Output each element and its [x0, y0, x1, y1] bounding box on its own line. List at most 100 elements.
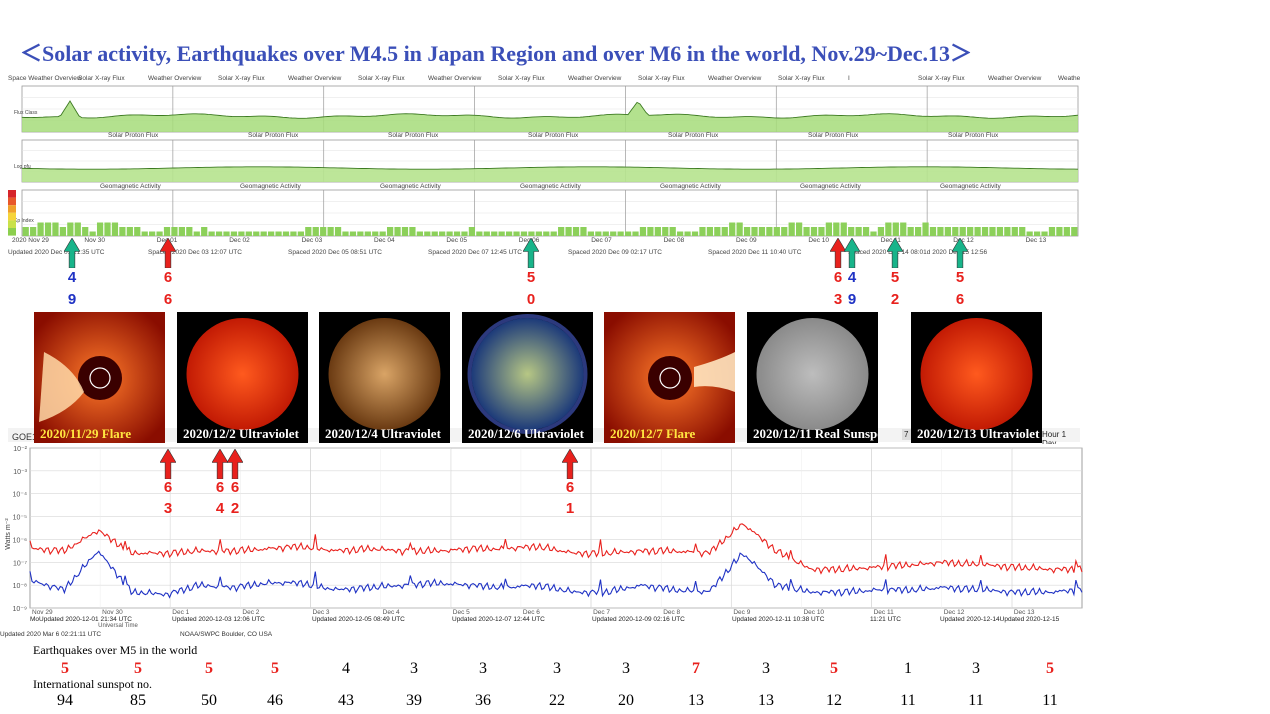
- kp-bar: [439, 231, 446, 236]
- kp-bar: [833, 222, 840, 236]
- arrow-shape: [887, 238, 903, 268]
- overview-x-tick: Dec 02: [229, 237, 250, 244]
- overview-header-label: Weather Overview: [568, 75, 622, 82]
- overview-header-label: I: [848, 75, 850, 82]
- arrow-shape: [160, 238, 176, 268]
- kp-bar: [587, 231, 595, 236]
- solar-image-art: [911, 312, 1042, 443]
- kp-bar: [818, 227, 825, 236]
- geo-panel-label: Geomagnetic Activity: [380, 183, 441, 190]
- kp-bar: [394, 227, 401, 236]
- quake-mag-top: 5: [955, 269, 965, 286]
- kp-bar: [848, 227, 855, 236]
- kp-bar: [528, 231, 535, 236]
- kp-bar: [944, 227, 951, 236]
- overview-header-label: Weather Overview: [1058, 75, 1080, 82]
- sunspot-number: 11: [1042, 692, 1058, 709]
- kp-bar: [989, 227, 996, 236]
- xray-updated-label: 11:21 UTC: [870, 616, 901, 623]
- quake-mag-top: 5: [890, 269, 900, 286]
- quake-mag-bottom: 2: [230, 500, 240, 517]
- kp-bar: [691, 231, 699, 236]
- kp-bar: [572, 227, 580, 236]
- kp-bar: [1063, 227, 1070, 236]
- sunspot-number: 13: [758, 692, 774, 709]
- kp-bar: [677, 231, 684, 236]
- kp-bar: [483, 231, 490, 236]
- earthquakes-label: Earthquakes over M5 in the world: [33, 643, 198, 657]
- kp-bar: [513, 231, 520, 236]
- kp-bar: [223, 231, 230, 236]
- y-tick-label: 10⁻⁴: [13, 492, 28, 499]
- kp-bar: [624, 231, 632, 236]
- xray-footer-left: Updated 2020 Mar 6 02:21:11 UTC: [0, 631, 101, 638]
- kp-bar: [803, 227, 810, 236]
- xray-updated-label: MoUpdated 2020-12-01 21:34 UTC: [30, 616, 132, 623]
- quake-mag-bottom: 2: [890, 291, 900, 308]
- earthquake-count: 3: [762, 660, 770, 677]
- overview-x-tick: Dec 12: [953, 237, 974, 244]
- long-wave-flux-line: [29, 523, 1083, 575]
- kp-bar: [743, 227, 751, 236]
- kp-bar: [959, 227, 966, 236]
- kp-bar: [260, 231, 267, 236]
- kp-bar: [914, 227, 922, 236]
- sunspot-number: 46: [267, 692, 283, 709]
- kp-bar: [781, 227, 788, 236]
- kp-bar: [565, 227, 572, 236]
- kp-bar: [788, 222, 795, 236]
- geo-panel-label: Geomagnetic Activity: [940, 183, 1001, 190]
- kp-bar: [937, 227, 944, 236]
- overview-header-label: Weather Overview: [428, 75, 482, 82]
- earthquake-count: 5: [61, 660, 69, 677]
- kp-bar: [82, 227, 89, 236]
- corona-ring: [467, 314, 588, 434]
- kp-bar: [67, 222, 74, 236]
- solar-image-white_sun: 2020/12/11 Real Sunspot: [747, 312, 878, 443]
- kp-bar: [907, 227, 914, 236]
- overview-updated-label: Spaced 2020 Dec 07 12:45 UTC: [428, 249, 522, 256]
- kp-bar: [297, 231, 304, 236]
- earthquake-count: 1: [904, 660, 912, 677]
- kp-bar: [416, 231, 423, 236]
- solar-image-art: [34, 312, 165, 443]
- overview-x-tick: Dec 11: [881, 237, 901, 244]
- proton-flux-band: [22, 166, 1078, 182]
- overview-header-label: Solar X-ray Flux: [78, 75, 125, 82]
- occulter-disk: [78, 356, 122, 400]
- kp-bar: [520, 231, 528, 236]
- xray-updated-label: Updated 2020-12-11 10:38 UTC: [732, 616, 825, 623]
- y-tick-label: 10⁻⁹: [13, 606, 27, 613]
- earthquake-count: 3: [622, 660, 630, 677]
- y-axis-label: Watts m⁻²: [5, 518, 12, 550]
- kp-bar: [766, 227, 773, 236]
- kp-bar: [275, 231, 282, 236]
- y-tick-label: 10⁻²: [13, 446, 27, 453]
- kp-bar: [104, 222, 111, 236]
- x-tick-label: Dec 3: [313, 609, 330, 616]
- kp-bar: [372, 231, 379, 236]
- overview-header-label: Solar X-ray Flux: [498, 75, 545, 82]
- solar-image-art: [177, 312, 308, 443]
- up-arrow-icon: [64, 238, 80, 268]
- solar-image-coronagraph: 2020/12/7 Flare: [604, 312, 735, 443]
- kp-bar: [44, 222, 52, 236]
- plot-area: [29, 447, 1083, 609]
- quake-mag-bottom: 3: [163, 500, 173, 517]
- overview-x-tick: Dec 13: [1026, 237, 1047, 244]
- one-day-tab[interactable]: Hour 1 Day: [1042, 430, 1067, 448]
- kp-scale-swatch: [8, 220, 16, 228]
- sun-outline: [89, 367, 111, 389]
- earthquake-count: 3: [553, 660, 561, 677]
- solar-image-caption: 2020/12/11 Real Sunspot: [753, 426, 878, 441]
- arrow-shape: [562, 449, 578, 479]
- proton-panel-label: Solar Proton Flux: [948, 132, 999, 139]
- quake-mag-top: 6: [163, 479, 173, 496]
- overview-updated-label: Spaced 2020 Dec 11 10:40 UTC: [708, 249, 802, 256]
- proton-panel-label: Solar Proton Flux: [808, 132, 859, 139]
- x-tick-label: Nov 30: [102, 609, 123, 616]
- xray-flux-line: [21, 100, 1079, 119]
- xray-axis-label: Flux Class: [14, 110, 38, 116]
- kp-bar: [59, 227, 67, 236]
- kp-bar: [796, 222, 803, 236]
